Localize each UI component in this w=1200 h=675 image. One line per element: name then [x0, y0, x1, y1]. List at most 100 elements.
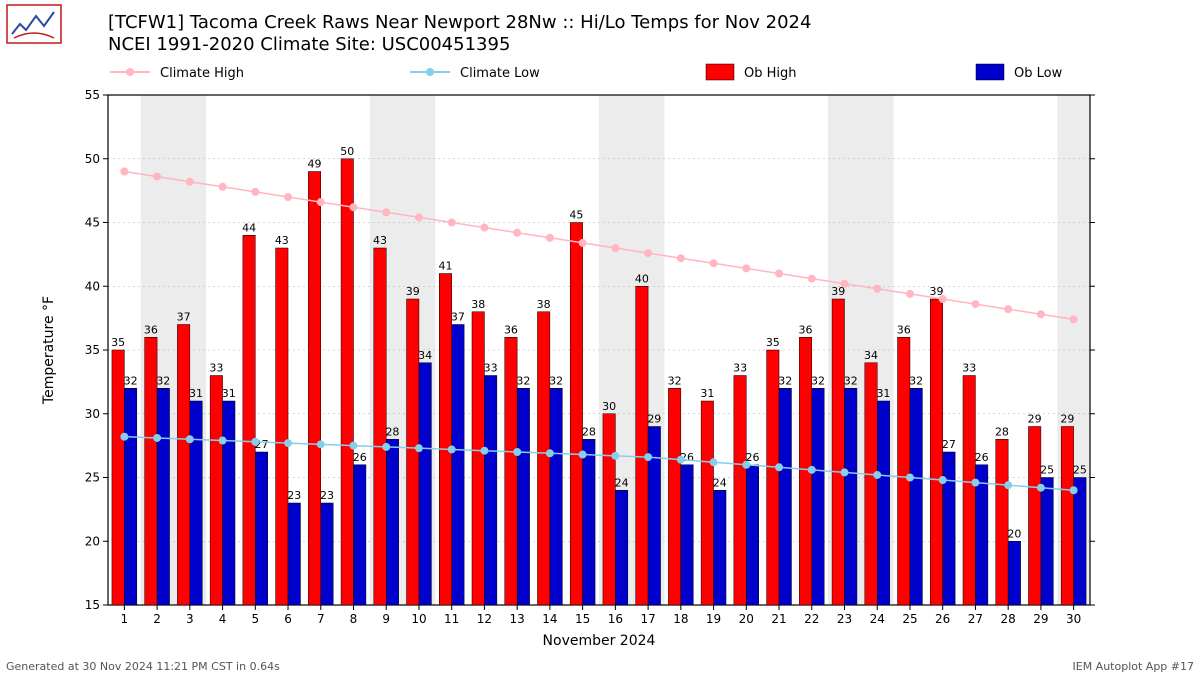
climate-high-marker [677, 255, 684, 262]
value-label-low: 32 [811, 374, 825, 387]
value-label-high: 43 [275, 234, 289, 247]
bar-ob-high [374, 248, 386, 605]
value-label-high: 41 [438, 260, 452, 273]
bar-ob-low [1041, 478, 1053, 606]
value-label-low: 34 [418, 349, 432, 362]
bar-ob-low [779, 388, 791, 605]
bar-ob-high [505, 337, 517, 605]
climate-high-marker [1005, 306, 1012, 313]
value-label-high: 36 [897, 323, 911, 336]
climate-low-marker [317, 441, 324, 448]
value-label-low: 26 [975, 451, 989, 464]
bar-ob-high [767, 350, 779, 605]
x-tick-label: 20 [739, 612, 754, 626]
value-label-low: 33 [484, 362, 498, 375]
bar-ob-high [308, 172, 320, 606]
legend-climate-low: Climate Low [460, 66, 540, 81]
climate-high-marker [776, 270, 783, 277]
x-tick-label: 13 [510, 612, 525, 626]
temperature-chart: 1520253035404550551234567891011121314151… [0, 0, 1200, 675]
x-tick-label: 11 [444, 612, 459, 626]
bar-ob-low [190, 401, 202, 605]
climate-low-marker [612, 452, 619, 459]
value-label-low: 24 [713, 476, 727, 489]
x-tick-label: 6 [284, 612, 292, 626]
value-label-high: 28 [995, 425, 1009, 438]
y-axis-label: Temperature °F [41, 296, 57, 405]
climate-high-marker [448, 219, 455, 226]
value-label-high: 34 [864, 349, 878, 362]
chart-title-1: [TCFW1] Tacoma Creek Raws Near Newport 2… [108, 12, 811, 33]
climate-low-marker [546, 450, 553, 457]
x-tick-label: 14 [542, 612, 557, 626]
value-label-low: 25 [1073, 464, 1087, 477]
climate-low-marker [1070, 487, 1077, 494]
bar-ob-low [124, 388, 136, 605]
climate-high-marker [154, 173, 161, 180]
climate-high-marker [743, 265, 750, 272]
value-label-high: 38 [471, 298, 485, 311]
value-label-high: 35 [111, 336, 125, 349]
bar-ob-low [354, 465, 366, 605]
climate-low-marker [743, 461, 750, 468]
value-label-high: 36 [504, 323, 518, 336]
x-tick-label: 7 [317, 612, 325, 626]
value-label-low: 32 [124, 374, 138, 387]
climate-low-marker [285, 440, 292, 447]
climate-high-marker [939, 296, 946, 303]
value-label-high: 33 [733, 362, 747, 375]
climate-low-marker [383, 443, 390, 450]
y-tick-label: 40 [85, 279, 100, 293]
bar-ob-high [472, 312, 484, 605]
climate-high-marker [546, 234, 553, 241]
bar-ob-high [930, 299, 942, 605]
bar-ob-high [1061, 427, 1073, 606]
climate-low-marker [645, 454, 652, 461]
climate-high-marker [1070, 316, 1077, 323]
value-label-high: 50 [340, 145, 354, 158]
bar-ob-high [963, 376, 975, 606]
value-label-high: 30 [602, 400, 616, 413]
value-label-high: 29 [1028, 413, 1042, 426]
x-tick-label: 5 [251, 612, 259, 626]
climate-low-marker [186, 436, 193, 443]
x-tick-label: 24 [870, 612, 885, 626]
bar-ob-high [668, 388, 680, 605]
climate-low-marker [874, 471, 881, 478]
value-label-high: 37 [177, 311, 191, 324]
bar-ob-low [648, 427, 660, 606]
value-label-high: 36 [799, 323, 813, 336]
bar-ob-low [812, 388, 824, 605]
value-label-high: 31 [700, 387, 714, 400]
climate-high-marker [1037, 311, 1044, 318]
value-label-low: 37 [451, 311, 465, 324]
bar-ob-low [484, 376, 496, 606]
bar-ob-low [681, 465, 693, 605]
value-label-high: 40 [635, 272, 649, 285]
climate-high-marker [841, 280, 848, 287]
x-tick-label: 2 [153, 612, 161, 626]
value-label-high: 44 [242, 221, 256, 234]
bar-ob-low [910, 388, 922, 605]
value-label-low: 32 [516, 374, 530, 387]
y-tick-label: 55 [85, 88, 100, 102]
y-tick-label: 25 [85, 471, 100, 485]
bar-ob-low [517, 388, 529, 605]
x-tick-label: 22 [804, 612, 819, 626]
climate-high-marker [186, 178, 193, 185]
bar-ob-high [636, 286, 648, 605]
value-label-high: 29 [1060, 413, 1074, 426]
x-tick-label: 28 [1001, 612, 1016, 626]
bar-ob-high [734, 376, 746, 606]
bar-ob-low [845, 388, 857, 605]
bar-ob-low [386, 439, 398, 605]
y-tick-label: 35 [85, 343, 100, 357]
bar-ob-low [288, 503, 300, 605]
value-label-high: 35 [766, 336, 780, 349]
bar-ob-low [1074, 478, 1086, 606]
bar-ob-high [341, 159, 353, 605]
value-label-low: 32 [156, 374, 170, 387]
bar-ob-low [223, 401, 235, 605]
y-tick-label: 50 [85, 152, 100, 166]
climate-low-marker [415, 445, 422, 452]
